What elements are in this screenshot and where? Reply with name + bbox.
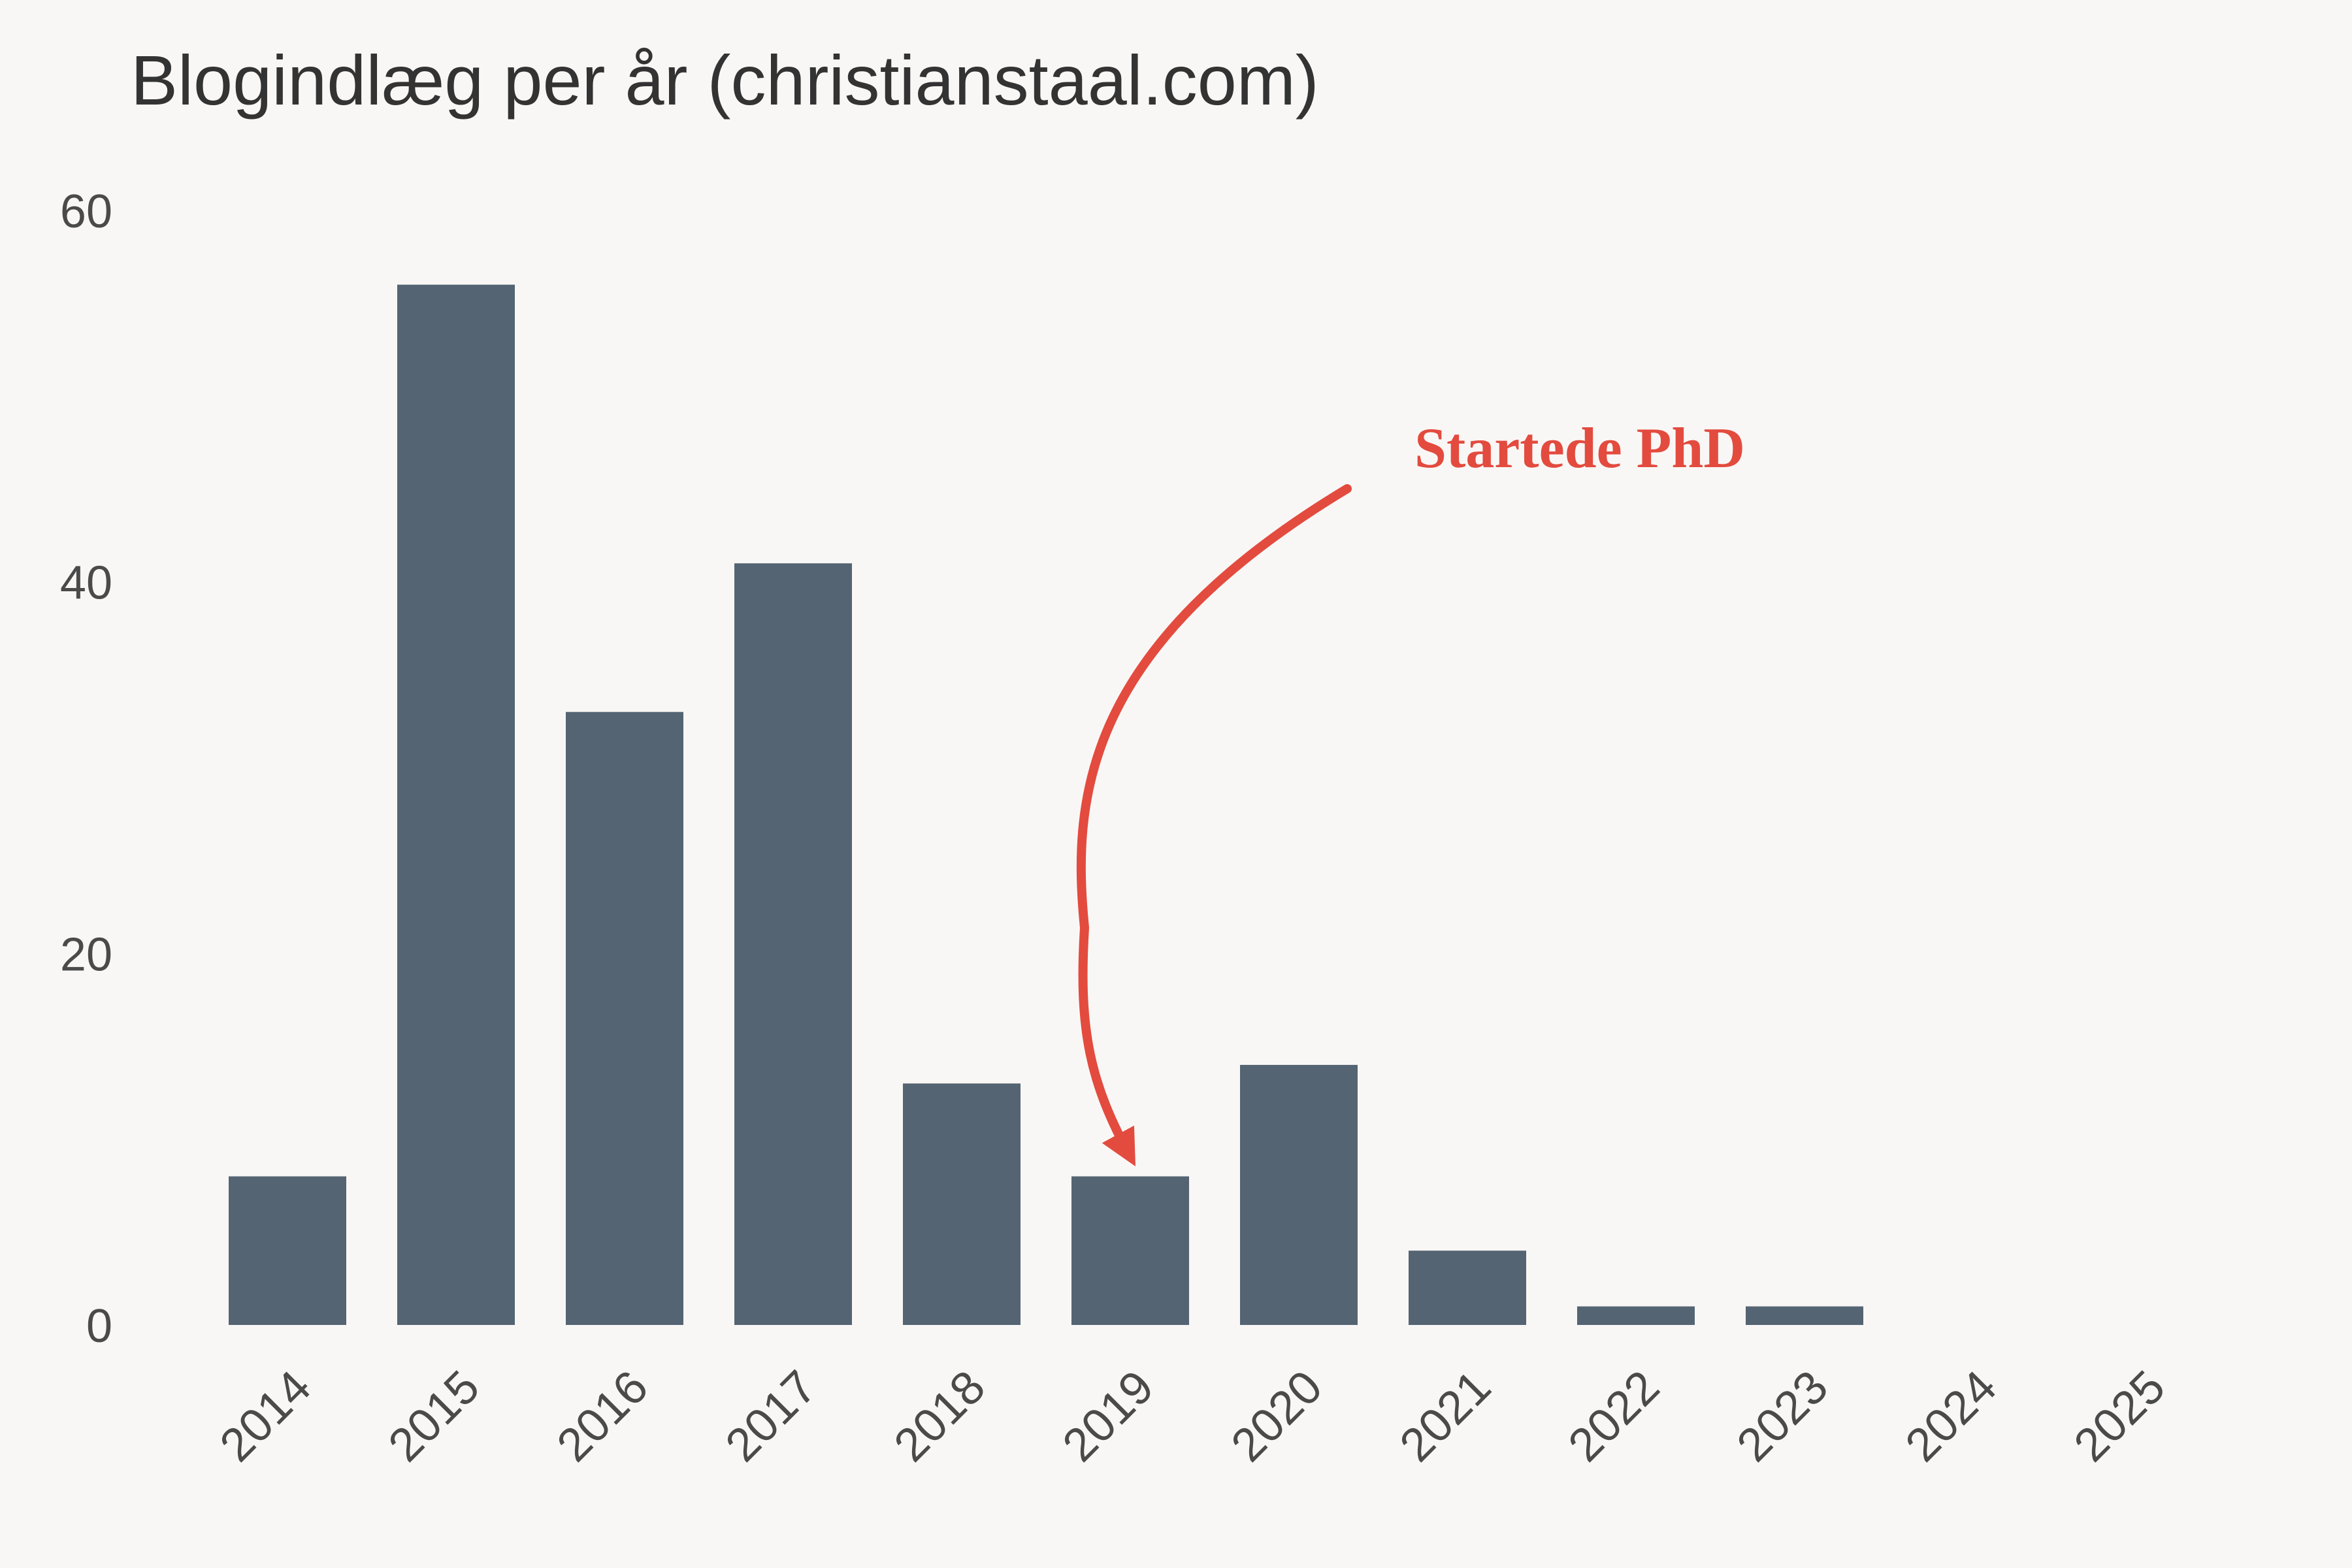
bar: [397, 284, 515, 1325]
x-tick-label: 2021: [1390, 1361, 1501, 1472]
bar: [1746, 1306, 1863, 1325]
y-axis-ticks: 0 20 40 60: [60, 186, 112, 1352]
x-tick-label: 2022: [1558, 1361, 1669, 1472]
annotation-arrow: [1076, 484, 1352, 1167]
y-tick-label: 20: [60, 928, 112, 981]
x-tick-label: 2023: [1727, 1361, 1838, 1472]
x-tick-label: 2016: [547, 1361, 658, 1472]
x-axis-ticks: 2014 2015 2016 2017 2018 2019 2020 2021 2022 2023…: [210, 1361, 2175, 1472]
bar: [229, 1176, 346, 1325]
x-tick-label: 2020: [1221, 1361, 1332, 1472]
y-tick-label: 40: [60, 557, 112, 610]
x-tick-label: 2025: [2064, 1361, 2175, 1472]
y-tick-label: 0: [86, 1300, 112, 1352]
x-tick-label: 2019: [1053, 1361, 1164, 1472]
bar: [566, 711, 683, 1325]
x-tick-label: 2018: [884, 1361, 995, 1472]
y-tick-label: 60: [60, 186, 112, 238]
x-tick-label: 2014: [210, 1361, 321, 1472]
x-tick-label: 2015: [378, 1361, 489, 1472]
bar: [1240, 1064, 1358, 1325]
annotation-label: Startede PhD: [1414, 417, 1745, 480]
bars: [229, 284, 1863, 1325]
x-tick-label: 2024: [1895, 1361, 2006, 1472]
bar: [903, 1083, 1021, 1325]
bar: [1577, 1306, 1695, 1325]
bar: [1409, 1250, 1526, 1325]
x-tick-label: 2017: [715, 1361, 826, 1472]
bar: [1071, 1176, 1189, 1325]
bar: [734, 563, 852, 1325]
chart-title: Blogindlæg per år (christianstaal.com): [131, 41, 1319, 120]
